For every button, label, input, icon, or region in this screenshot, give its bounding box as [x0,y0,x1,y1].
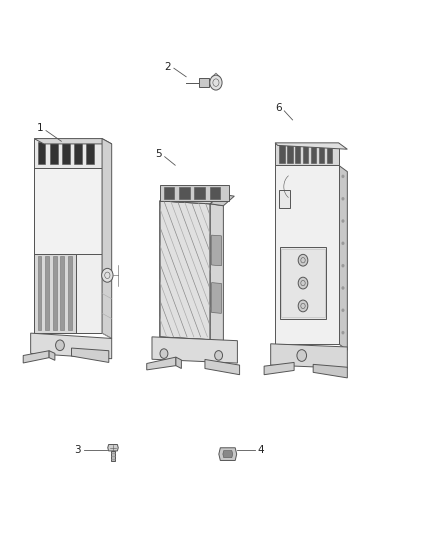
Circle shape [298,277,308,289]
Polygon shape [264,362,294,375]
Polygon shape [319,145,324,163]
Text: 3: 3 [74,446,81,455]
Polygon shape [160,201,210,340]
Text: 4: 4 [258,446,265,455]
Circle shape [215,351,223,360]
Polygon shape [199,78,209,87]
Circle shape [298,300,308,312]
Circle shape [342,286,344,289]
Circle shape [342,309,344,312]
Polygon shape [164,187,174,199]
Polygon shape [210,194,234,206]
Polygon shape [160,191,221,204]
Circle shape [342,264,344,267]
Circle shape [56,340,64,351]
Polygon shape [23,351,49,363]
Polygon shape [147,357,176,370]
Polygon shape [60,256,64,330]
Polygon shape [152,337,237,363]
Polygon shape [275,143,339,165]
Polygon shape [339,165,347,350]
Text: 6: 6 [276,103,283,112]
Circle shape [342,175,344,178]
Polygon shape [62,142,70,164]
Circle shape [297,350,307,361]
Polygon shape [38,142,46,164]
Polygon shape [102,139,112,338]
Circle shape [160,349,168,358]
Polygon shape [280,247,326,319]
Polygon shape [71,348,109,362]
Polygon shape [38,256,41,330]
Polygon shape [176,357,181,368]
Polygon shape [327,145,332,163]
Circle shape [342,220,344,223]
Polygon shape [49,351,55,360]
Polygon shape [108,445,118,451]
Polygon shape [219,448,237,461]
Polygon shape [50,142,58,164]
Polygon shape [86,142,94,164]
Polygon shape [279,190,290,208]
Circle shape [210,75,222,90]
Polygon shape [271,344,347,368]
Polygon shape [194,187,205,199]
Polygon shape [275,143,347,149]
Circle shape [342,242,344,245]
Polygon shape [53,256,57,330]
Circle shape [102,269,113,282]
Polygon shape [68,256,72,330]
Polygon shape [279,145,285,163]
Polygon shape [160,185,229,201]
Polygon shape [311,145,316,163]
Polygon shape [205,359,240,375]
Polygon shape [45,256,49,330]
Polygon shape [34,168,102,254]
Polygon shape [210,204,223,342]
Polygon shape [111,451,115,461]
Polygon shape [275,165,339,344]
Text: 2: 2 [164,62,171,71]
Text: 1: 1 [37,123,44,133]
Text: 5: 5 [155,149,162,158]
Circle shape [342,331,344,334]
Polygon shape [212,73,220,77]
Polygon shape [31,333,112,359]
Polygon shape [74,142,82,164]
Polygon shape [303,145,308,163]
Polygon shape [76,254,102,333]
Polygon shape [287,145,293,163]
Polygon shape [212,282,221,313]
Circle shape [342,197,344,200]
Polygon shape [34,254,76,333]
Polygon shape [179,187,190,199]
Polygon shape [34,139,112,144]
Polygon shape [209,187,220,199]
Circle shape [298,254,308,266]
Polygon shape [212,235,221,266]
Polygon shape [223,450,233,458]
Polygon shape [295,145,300,163]
Polygon shape [34,139,102,168]
Polygon shape [313,365,347,378]
